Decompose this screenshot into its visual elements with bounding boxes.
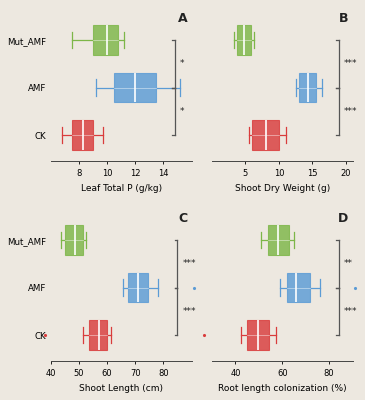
Bar [268, 226, 289, 255]
Text: *: * [180, 59, 184, 68]
Text: ***: *** [183, 259, 196, 268]
Text: *: * [180, 107, 184, 116]
Text: ***: *** [344, 107, 357, 116]
Bar [299, 73, 316, 102]
Bar [247, 320, 269, 350]
X-axis label: Shoot Length (cm): Shoot Length (cm) [79, 384, 163, 393]
Bar [287, 273, 310, 302]
Text: ***: *** [344, 307, 357, 316]
Bar [65, 226, 83, 255]
X-axis label: Shoot Dry Weight (g): Shoot Dry Weight (g) [235, 184, 330, 193]
X-axis label: Root length colonization (%): Root length colonization (%) [218, 384, 347, 393]
Text: ***: *** [183, 307, 196, 316]
Bar [89, 320, 107, 350]
Bar [128, 273, 148, 302]
X-axis label: Leaf Total P (g/kg): Leaf Total P (g/kg) [81, 184, 162, 193]
Bar [72, 120, 93, 150]
Bar [252, 120, 279, 150]
Bar [93, 26, 118, 55]
Text: A: A [178, 12, 187, 24]
Text: C: C [178, 212, 187, 224]
Text: D: D [338, 212, 348, 224]
Text: **: ** [344, 259, 353, 268]
Bar [114, 73, 156, 102]
Text: ***: *** [344, 59, 357, 68]
Bar [238, 26, 251, 55]
Text: B: B [339, 12, 348, 24]
